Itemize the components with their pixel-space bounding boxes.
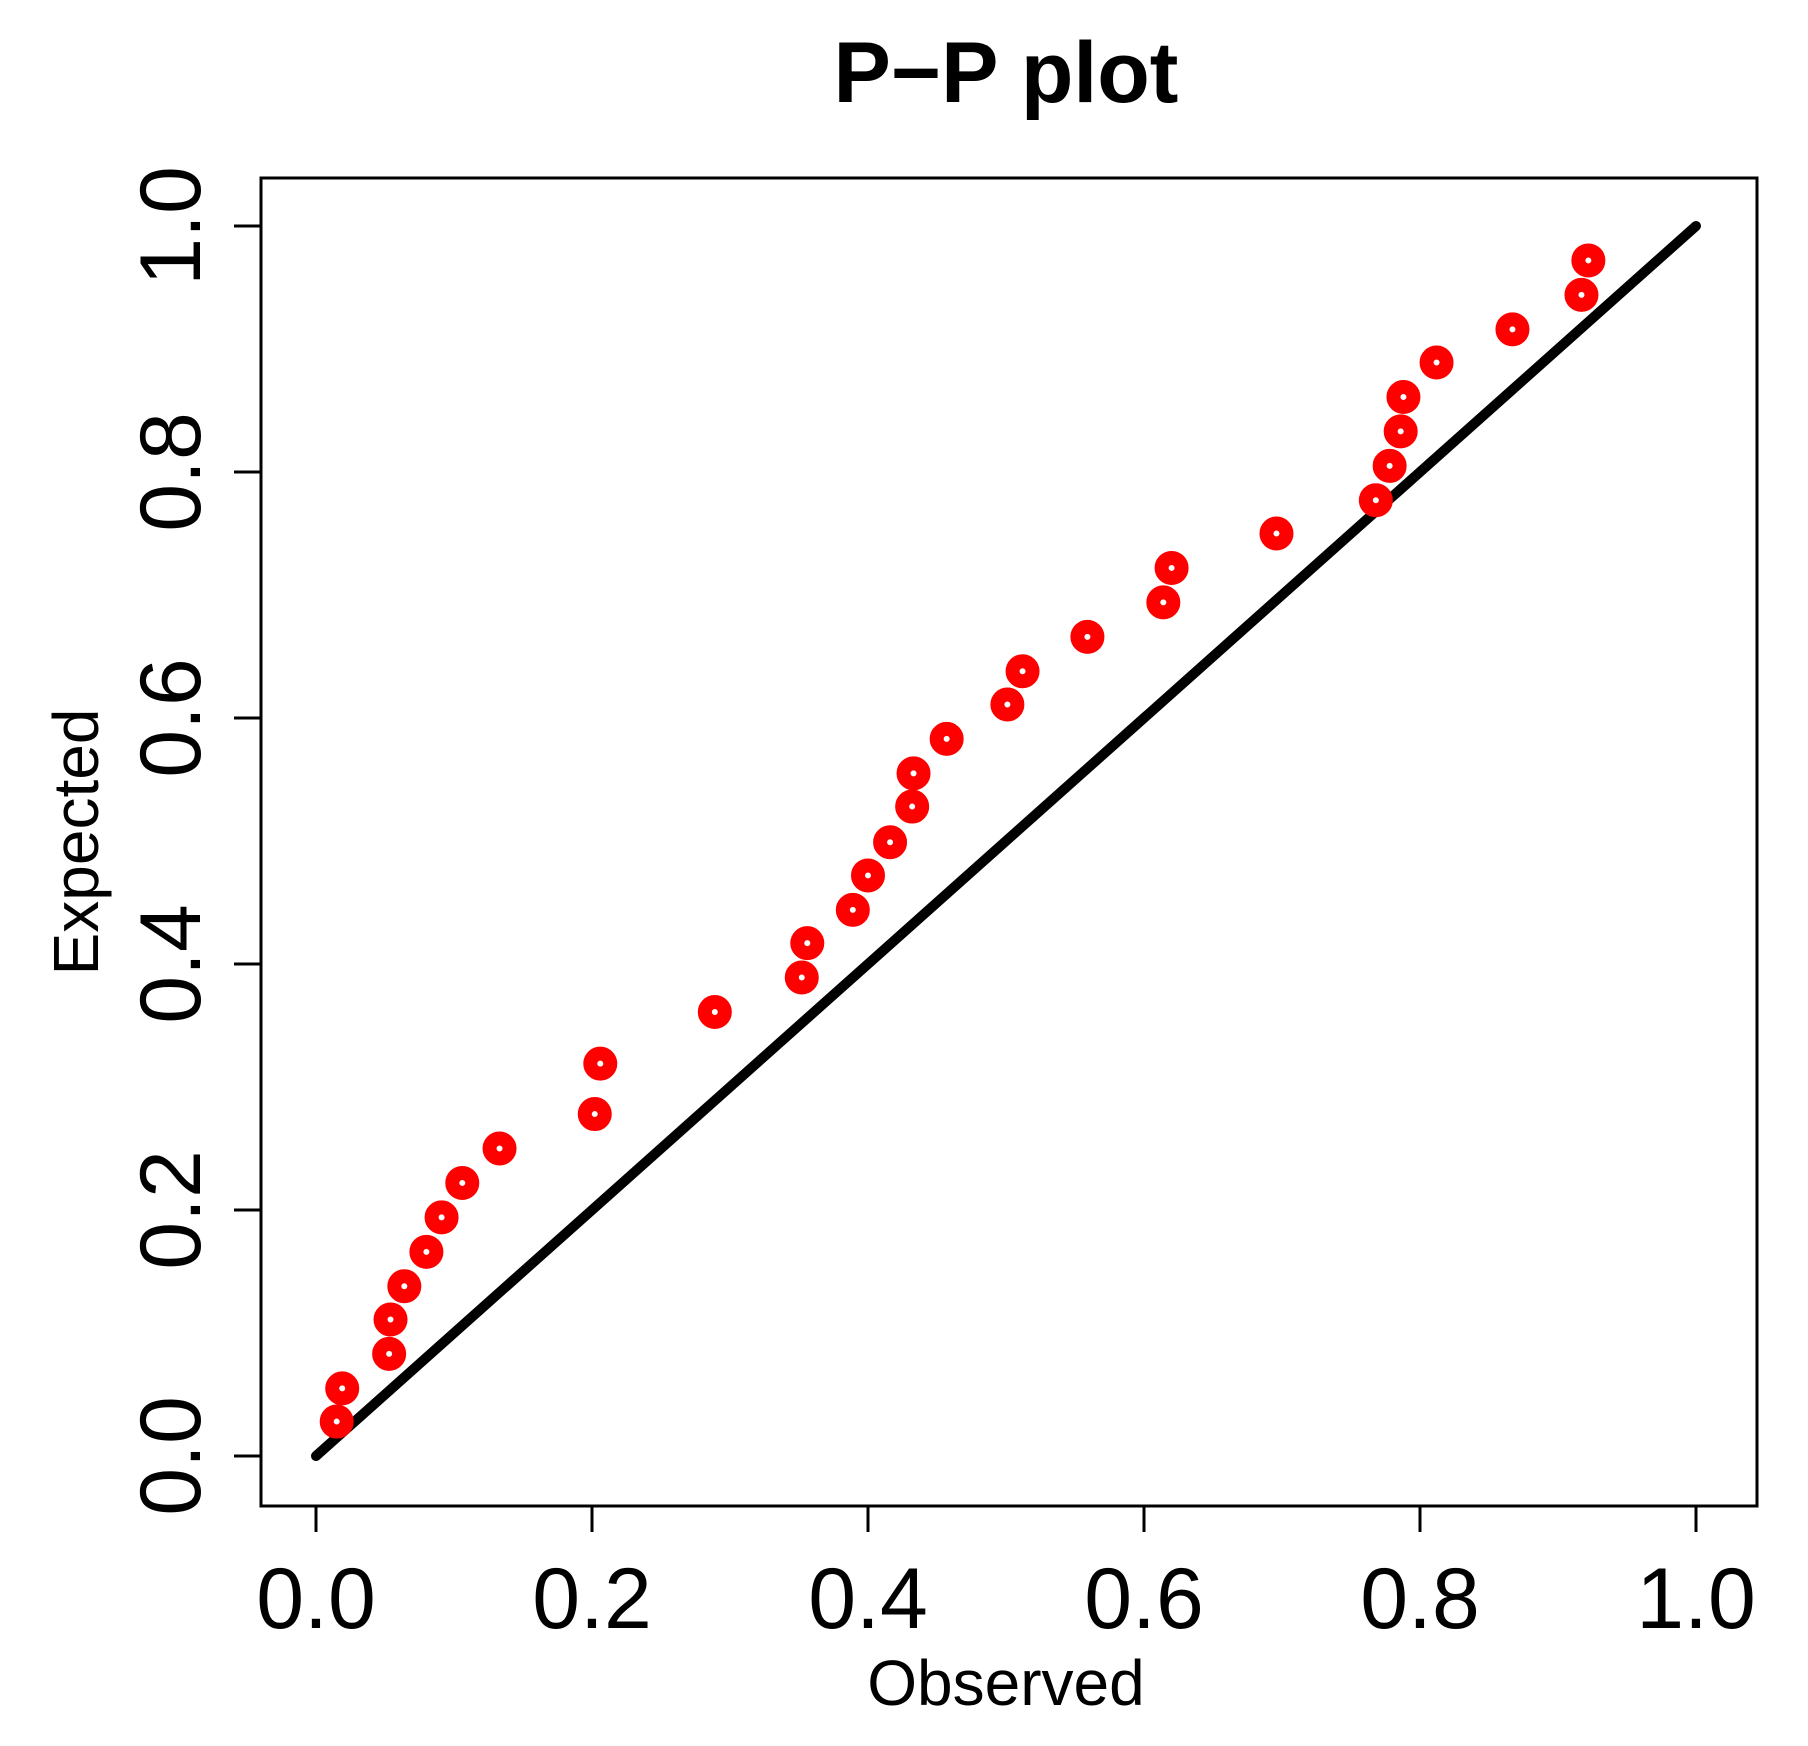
data-point (424, 1200, 459, 1235)
data-point (1154, 550, 1189, 585)
chart-title: P−P plot (834, 25, 1179, 121)
data-point (445, 1165, 480, 1200)
data-point (697, 994, 732, 1029)
data-point (929, 721, 964, 756)
data-point (1358, 483, 1393, 518)
data-point (835, 892, 870, 927)
y-tick-label: 0.0 (123, 1396, 219, 1516)
data-point (895, 789, 930, 824)
x-tick-label: 0.4 (808, 1551, 928, 1647)
data-point (325, 1371, 360, 1406)
data-point (1571, 243, 1606, 278)
x-tick-label: 0.6 (1084, 1551, 1204, 1647)
data-point (1372, 448, 1407, 483)
data-point (1070, 619, 1105, 654)
data-point (583, 1046, 618, 1081)
y-axis: 0.0 0.2 0.4 0.6 0.8 1.0 (123, 166, 263, 1516)
data-point (790, 926, 825, 961)
y-tick-label: 0.4 (123, 904, 219, 1024)
data-point (1495, 312, 1530, 347)
data-point (482, 1131, 517, 1166)
y-tick-label: 0.2 (123, 1150, 219, 1270)
data-point (373, 1302, 408, 1337)
data-point (1005, 654, 1040, 689)
x-axis: 0.0 0.2 0.4 0.6 0.8 1.0 (256, 1504, 1756, 1647)
data-point (990, 687, 1025, 722)
data-point (409, 1234, 444, 1269)
x-tick-label: 0.8 (1360, 1551, 1480, 1647)
reference-line (311, 221, 1701, 1461)
data-point (1386, 379, 1421, 414)
data-point (873, 825, 908, 860)
y-tick-label: 1.0 (123, 166, 219, 286)
y-axis-label: Expected (40, 709, 112, 976)
y-tick-label: 0.8 (123, 412, 219, 532)
data-point (577, 1097, 612, 1132)
x-axis-label: Observed (867, 1647, 1144, 1719)
data-point (1259, 516, 1294, 551)
data-points (319, 243, 1606, 1439)
data-point (851, 858, 885, 893)
y-tick-label: 0.6 (123, 658, 219, 778)
x-tick-label: 0.0 (256, 1551, 376, 1647)
data-point (1419, 345, 1454, 380)
data-point (896, 756, 931, 791)
x-tick-label: 0.2 (532, 1551, 652, 1647)
data-point (784, 960, 819, 995)
data-point (1146, 585, 1181, 620)
data-point (372, 1336, 407, 1371)
data-point (1564, 277, 1599, 312)
data-point (387, 1269, 422, 1304)
data-point (319, 1404, 354, 1439)
x-tick-label: 1.0 (1636, 1551, 1756, 1647)
data-point (1383, 414, 1418, 449)
